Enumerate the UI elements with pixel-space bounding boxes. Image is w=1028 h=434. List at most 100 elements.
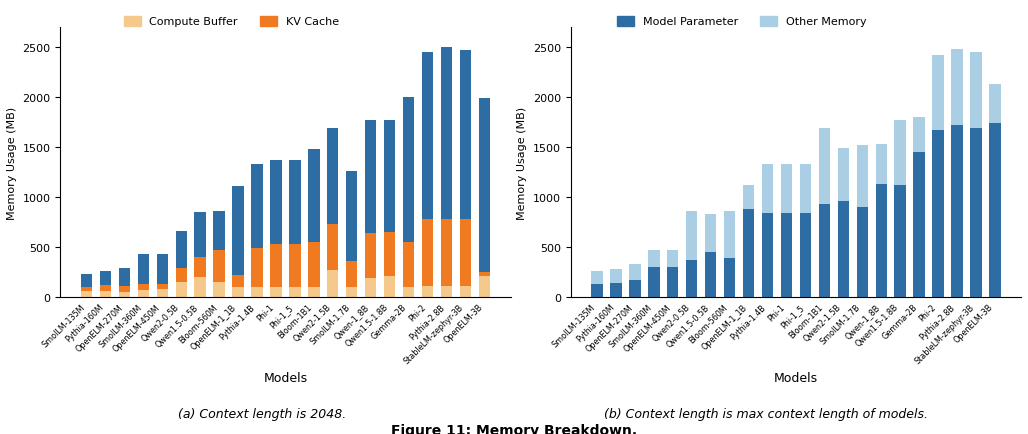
Bar bbox=[781, 214, 793, 297]
Y-axis label: Memory Usage (MB): Memory Usage (MB) bbox=[517, 106, 527, 219]
Bar bbox=[856, 146, 868, 207]
Bar bbox=[876, 185, 887, 297]
Bar bbox=[270, 287, 282, 297]
Text: (a) Context length is 2048.: (a) Context length is 2048. bbox=[178, 407, 346, 420]
Bar bbox=[81, 274, 93, 287]
Bar bbox=[308, 150, 320, 243]
Bar bbox=[251, 248, 263, 287]
Bar bbox=[705, 253, 717, 297]
Bar bbox=[81, 292, 93, 297]
Bar bbox=[667, 267, 678, 297]
Bar bbox=[346, 172, 358, 262]
Bar bbox=[365, 278, 376, 297]
Y-axis label: Memory Usage (MB): Memory Usage (MB) bbox=[7, 106, 16, 219]
Bar bbox=[421, 220, 433, 286]
Bar bbox=[479, 276, 490, 297]
Bar bbox=[308, 287, 320, 297]
Bar bbox=[176, 268, 187, 282]
Bar bbox=[591, 272, 602, 284]
Bar bbox=[894, 185, 906, 297]
Bar bbox=[289, 244, 300, 287]
Bar bbox=[384, 120, 396, 233]
Bar bbox=[838, 149, 849, 202]
Bar bbox=[724, 259, 735, 297]
Bar bbox=[649, 250, 660, 267]
Bar bbox=[649, 267, 660, 297]
Bar bbox=[914, 153, 925, 297]
Bar bbox=[327, 270, 338, 297]
Bar bbox=[289, 287, 300, 297]
Bar bbox=[951, 126, 962, 297]
Bar bbox=[100, 291, 111, 297]
Bar bbox=[421, 286, 433, 297]
Bar bbox=[232, 187, 244, 275]
Bar bbox=[762, 214, 773, 297]
Bar bbox=[686, 212, 697, 260]
Legend: Compute Buffer, KV Cache: Compute Buffer, KV Cache bbox=[119, 12, 343, 32]
Bar bbox=[743, 186, 755, 209]
Bar bbox=[327, 129, 338, 225]
Bar bbox=[951, 50, 962, 126]
Bar bbox=[81, 287, 93, 292]
Bar bbox=[194, 277, 206, 297]
Bar bbox=[724, 211, 735, 259]
Bar bbox=[838, 202, 849, 297]
Bar bbox=[421, 53, 433, 220]
Bar bbox=[232, 287, 244, 297]
Bar bbox=[970, 53, 982, 129]
Bar bbox=[214, 283, 225, 297]
Bar bbox=[611, 269, 622, 283]
X-axis label: Models: Models bbox=[774, 371, 818, 384]
Bar bbox=[932, 56, 944, 131]
Bar bbox=[251, 287, 263, 297]
Bar bbox=[818, 129, 830, 205]
Text: Figure 11: Memory Breakdown.: Figure 11: Memory Breakdown. bbox=[391, 423, 637, 434]
Bar bbox=[441, 48, 452, 220]
Bar bbox=[118, 286, 131, 292]
Bar bbox=[214, 212, 225, 250]
Bar bbox=[289, 160, 300, 244]
Bar bbox=[762, 165, 773, 214]
Bar bbox=[479, 99, 490, 273]
Legend: Model Parameter, Other Memory: Model Parameter, Other Memory bbox=[613, 12, 871, 32]
Bar bbox=[138, 284, 149, 290]
Bar bbox=[667, 250, 678, 267]
Bar bbox=[308, 243, 320, 287]
Bar bbox=[800, 165, 811, 214]
Bar bbox=[138, 255, 149, 284]
Bar bbox=[856, 207, 868, 297]
Bar bbox=[232, 275, 244, 287]
Bar bbox=[100, 272, 111, 286]
Text: (b) Context length is max context length of models.: (b) Context length is max context length… bbox=[603, 407, 928, 420]
Bar bbox=[800, 214, 811, 297]
Bar bbox=[403, 287, 414, 297]
Bar bbox=[384, 233, 396, 276]
Bar bbox=[270, 244, 282, 287]
Bar bbox=[629, 264, 640, 280]
Bar bbox=[460, 220, 471, 286]
Bar bbox=[441, 286, 452, 297]
X-axis label: Models: Models bbox=[263, 371, 307, 384]
Bar bbox=[365, 120, 376, 233]
Bar bbox=[781, 165, 793, 214]
Bar bbox=[743, 209, 755, 297]
Bar bbox=[214, 250, 225, 283]
Bar bbox=[365, 233, 376, 278]
Bar bbox=[270, 160, 282, 244]
Bar bbox=[894, 120, 906, 185]
Bar bbox=[591, 284, 602, 297]
Bar bbox=[479, 273, 490, 276]
Bar bbox=[346, 262, 358, 287]
Bar bbox=[460, 286, 471, 297]
Bar bbox=[686, 260, 697, 297]
Bar bbox=[156, 289, 168, 297]
Bar bbox=[346, 287, 358, 297]
Bar bbox=[156, 254, 168, 284]
Bar bbox=[460, 51, 471, 220]
Bar bbox=[251, 164, 263, 248]
Bar bbox=[100, 286, 111, 291]
Bar bbox=[989, 85, 1000, 124]
Bar bbox=[327, 225, 338, 270]
Bar bbox=[932, 131, 944, 297]
Bar bbox=[403, 242, 414, 287]
